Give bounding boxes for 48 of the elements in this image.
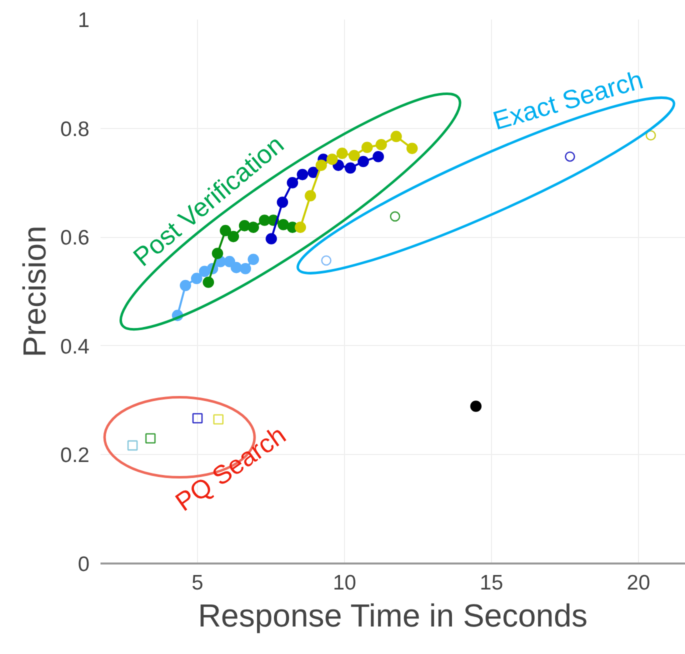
x-tick-label: 20 bbox=[626, 572, 650, 594]
point bbox=[390, 211, 400, 222]
y-tick-label: 0.6 bbox=[60, 226, 90, 250]
point bbox=[326, 154, 338, 165]
point bbox=[646, 130, 656, 141]
point bbox=[372, 150, 384, 162]
y-tick-label: 1 bbox=[78, 9, 90, 32]
y-axis-title: Precision bbox=[16, 226, 52, 358]
point bbox=[361, 142, 373, 153]
point bbox=[348, 150, 360, 162]
point bbox=[390, 130, 402, 142]
point bbox=[358, 156, 369, 168]
point bbox=[127, 440, 138, 451]
point bbox=[240, 263, 252, 274]
point bbox=[228, 230, 240, 242]
point bbox=[266, 233, 277, 244]
point bbox=[230, 262, 242, 274]
point bbox=[220, 224, 232, 236]
x-tick-label: 10 bbox=[332, 572, 356, 594]
point bbox=[192, 413, 203, 424]
point bbox=[286, 177, 298, 188]
point bbox=[190, 272, 202, 284]
point bbox=[321, 255, 332, 266]
point bbox=[202, 276, 214, 288]
point bbox=[213, 414, 224, 424]
point bbox=[308, 166, 319, 178]
point bbox=[294, 222, 306, 233]
point bbox=[304, 190, 316, 202]
point bbox=[180, 280, 192, 292]
annotation: Exact Search bbox=[489, 64, 646, 136]
x-tick-label: 5 bbox=[192, 572, 204, 594]
y-tick-label: 0.2 bbox=[60, 444, 90, 468]
point bbox=[470, 400, 482, 412]
point bbox=[248, 254, 260, 266]
point bbox=[296, 168, 308, 180]
point bbox=[344, 162, 356, 174]
y-tick-label: 0.4 bbox=[60, 335, 90, 358]
x-axis-title: Response Time in Seconds bbox=[198, 598, 588, 634]
point bbox=[376, 138, 387, 150]
point bbox=[564, 151, 576, 162]
point bbox=[406, 142, 418, 154]
y-tick-label: 0.8 bbox=[60, 118, 90, 141]
point bbox=[316, 160, 327, 171]
x-tick-label: 15 bbox=[480, 572, 504, 594]
point bbox=[336, 148, 348, 159]
point bbox=[212, 248, 224, 260]
y-tick-label: 0 bbox=[78, 553, 90, 576]
point bbox=[145, 433, 156, 444]
